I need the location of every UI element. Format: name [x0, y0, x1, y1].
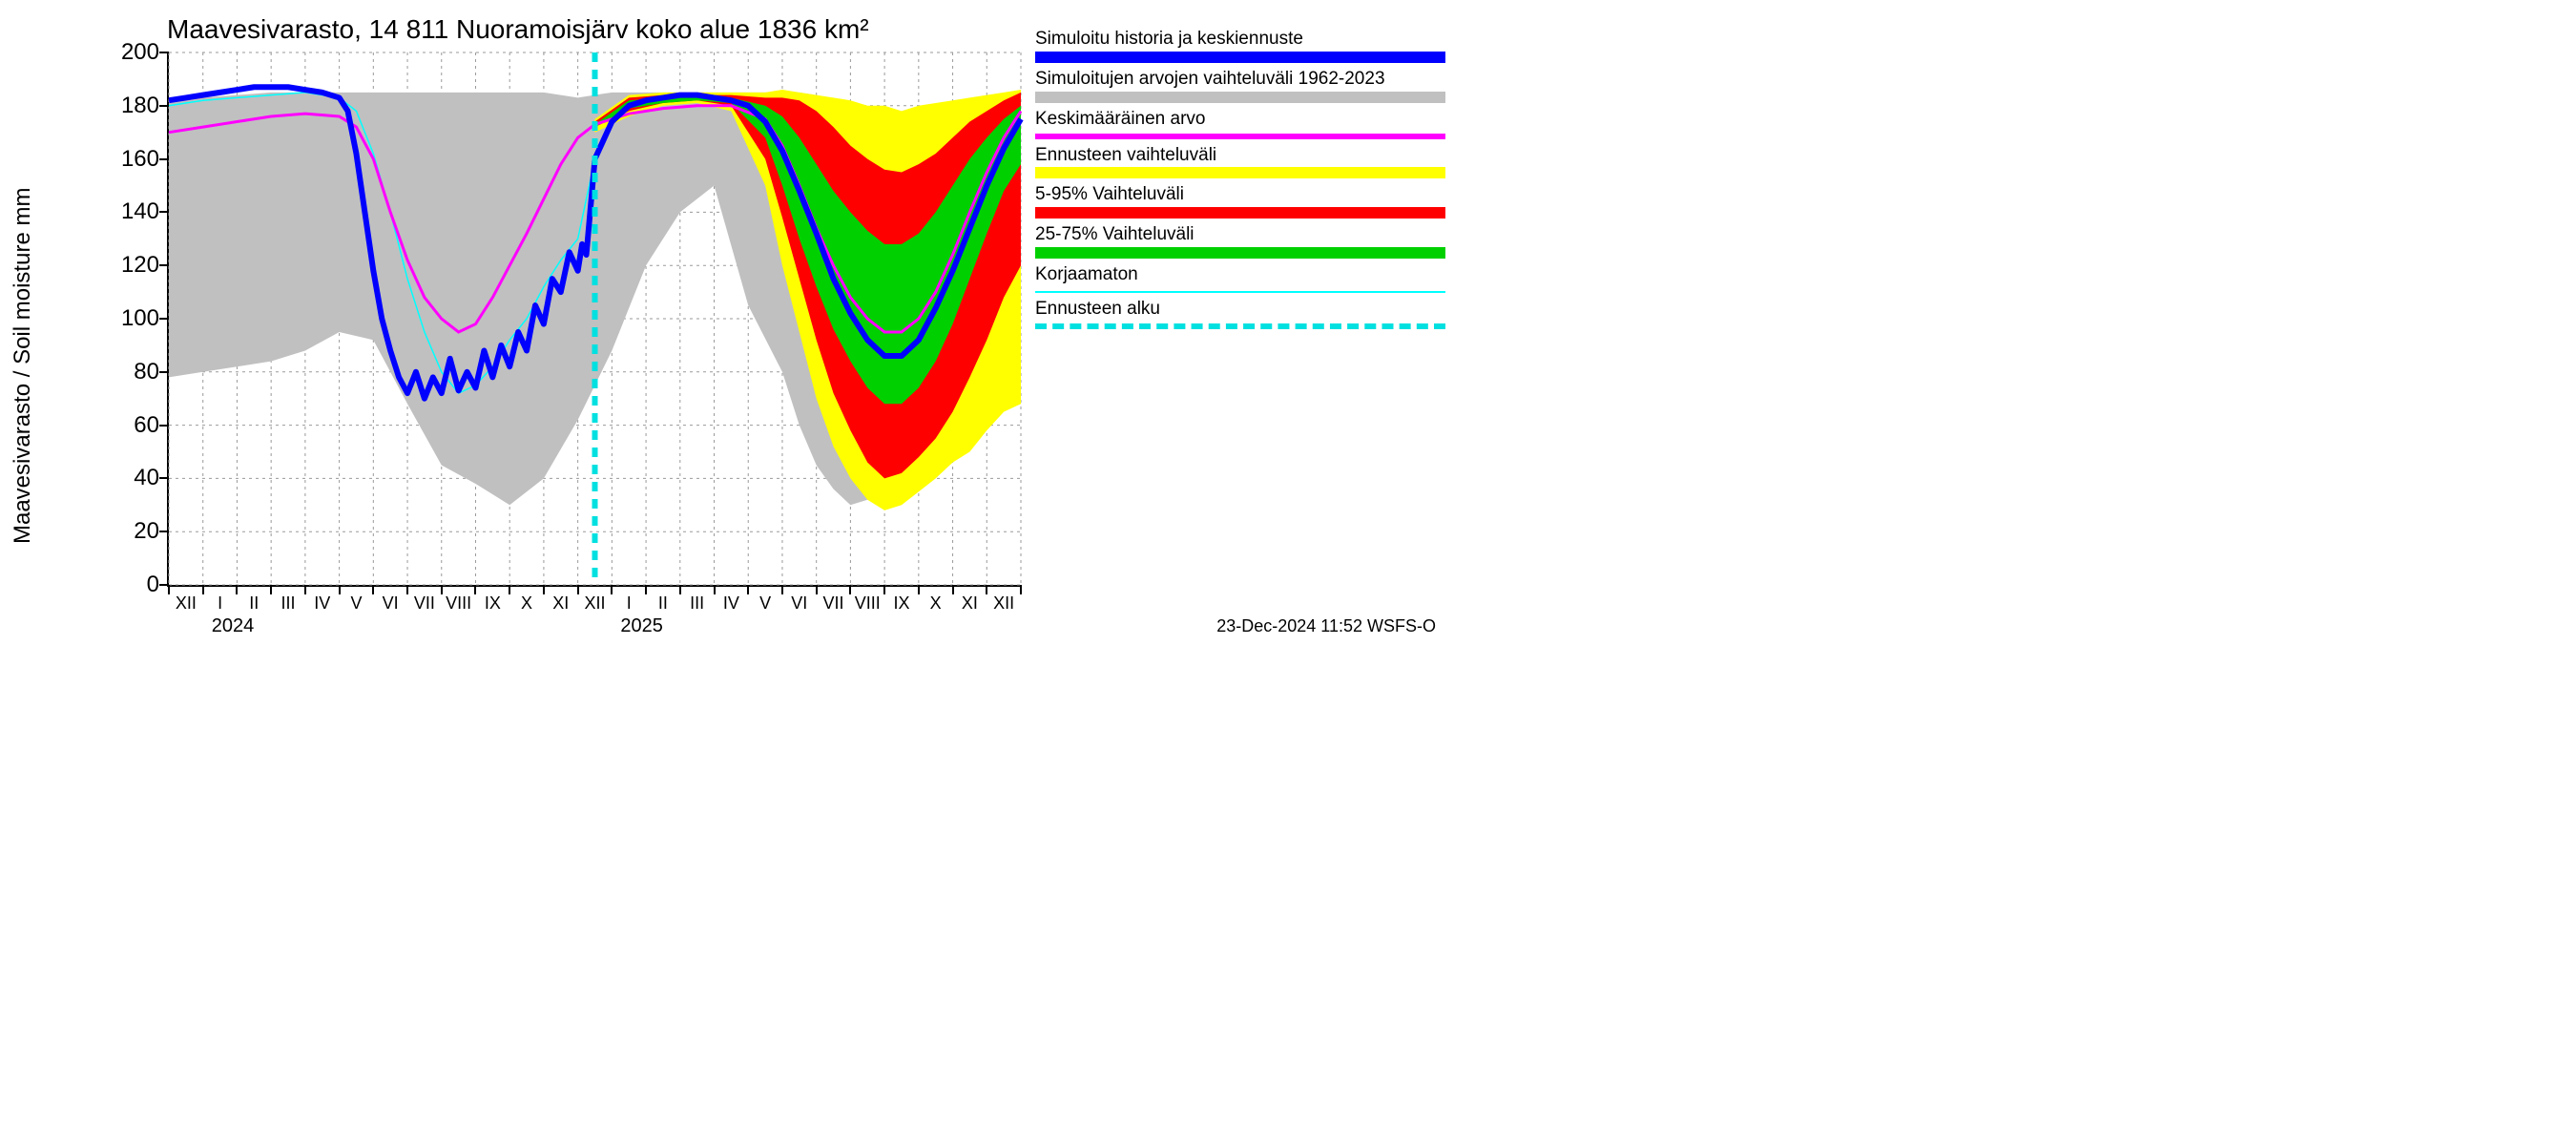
legend-swatch: [1035, 167, 1445, 178]
legend-item: Simuloitujen arvojen vaihteluväli 1962-2…: [1035, 69, 1445, 103]
year-label: 2025: [620, 615, 663, 637]
y-tick-label: 140: [107, 198, 159, 225]
legend-label: Korjaamaton: [1035, 264, 1445, 285]
plot-svg: [169, 52, 1021, 585]
legend-label: Keskimääräinen arvo: [1035, 109, 1445, 130]
x-tick-label: VIII: [855, 593, 881, 614]
y-axis-label: Maavesivarasto / Soil moisture mm: [10, 188, 36, 544]
legend-label: Ennusteen alku: [1035, 299, 1445, 320]
x-tick-label: II: [658, 593, 668, 614]
y-tick-label: 0: [107, 572, 159, 598]
year-label: 2024: [212, 615, 255, 637]
y-tick-label: 120: [107, 252, 159, 279]
x-tick-label: X: [930, 593, 942, 614]
legend-label: 25-75% Vaihteluväli: [1035, 224, 1445, 245]
y-tick-label: 200: [107, 39, 159, 66]
y-tick-label: 80: [107, 359, 159, 385]
y-tick-label: 100: [107, 305, 159, 332]
x-tick-label: V: [350, 593, 362, 614]
legend-swatch: [1035, 291, 1445, 293]
legend-label: Simuloitujen arvojen vaihteluväli 1962-2…: [1035, 69, 1445, 90]
legend-swatch: [1035, 52, 1445, 63]
chart-container: Maavesivarasto, 14 811 Nuoramoisjärv kok…: [0, 0, 1450, 644]
x-tick-label: VIII: [446, 593, 471, 614]
x-tick-label: III: [281, 593, 296, 614]
x-tick-label: V: [759, 593, 771, 614]
x-tick-label: III: [690, 593, 704, 614]
legend-label: Simuloitu historia ja keskiennuste: [1035, 29, 1445, 50]
legend-item: Ennusteen vaihteluväli: [1035, 145, 1445, 179]
legend-label: 5-95% Vaihteluväli: [1035, 184, 1445, 205]
y-tick-label: 40: [107, 465, 159, 491]
legend-item: Keskimääräinen arvo: [1035, 109, 1445, 139]
x-tick-label: VI: [383, 593, 399, 614]
legend-swatch: [1035, 92, 1445, 103]
x-tick-label: I: [627, 593, 632, 614]
x-tick-label: XII: [993, 593, 1014, 614]
x-tick-label: XI: [962, 593, 978, 614]
x-tick-label: I: [218, 593, 222, 614]
legend-item: Simuloitu historia ja keskiennuste: [1035, 29, 1445, 63]
y-tick-label: 180: [107, 93, 159, 119]
legend-swatch: [1035, 323, 1445, 329]
x-tick-label: VII: [823, 593, 844, 614]
legend-item: 25-75% Vaihteluväli: [1035, 224, 1445, 259]
legend-item: Korjaamaton: [1035, 264, 1445, 293]
chart-title: Maavesivarasto, 14 811 Nuoramoisjärv kok…: [167, 14, 869, 45]
legend-swatch: [1035, 134, 1445, 139]
y-tick-label: 20: [107, 518, 159, 545]
x-tick-label: XII: [584, 593, 605, 614]
x-tick-label: VI: [791, 593, 807, 614]
legend-item: Ennusteen alku: [1035, 299, 1445, 329]
y-tick-label: 160: [107, 146, 159, 173]
x-tick-label: XII: [176, 593, 197, 614]
legend-item: 5-95% Vaihteluväli: [1035, 184, 1445, 219]
legend-swatch: [1035, 247, 1445, 259]
footer-timestamp: 23-Dec-2024 11:52 WSFS-O: [1216, 616, 1436, 636]
plot-area: 020406080100120140160180200XIIIIIIIIIVVV…: [167, 52, 1021, 587]
y-tick-label: 60: [107, 412, 159, 439]
legend-swatch: [1035, 207, 1445, 219]
x-tick-label: VII: [414, 593, 435, 614]
legend-label: Ennusteen vaihteluväli: [1035, 145, 1445, 166]
x-tick-label: II: [249, 593, 259, 614]
x-tick-label: IV: [314, 593, 330, 614]
x-tick-label: XI: [552, 593, 569, 614]
x-tick-label: IX: [893, 593, 909, 614]
x-tick-label: IV: [723, 593, 739, 614]
x-tick-label: X: [521, 593, 532, 614]
x-tick-label: IX: [485, 593, 501, 614]
legend: Simuloitu historia ja keskiennuste Simulo…: [1035, 29, 1445, 335]
